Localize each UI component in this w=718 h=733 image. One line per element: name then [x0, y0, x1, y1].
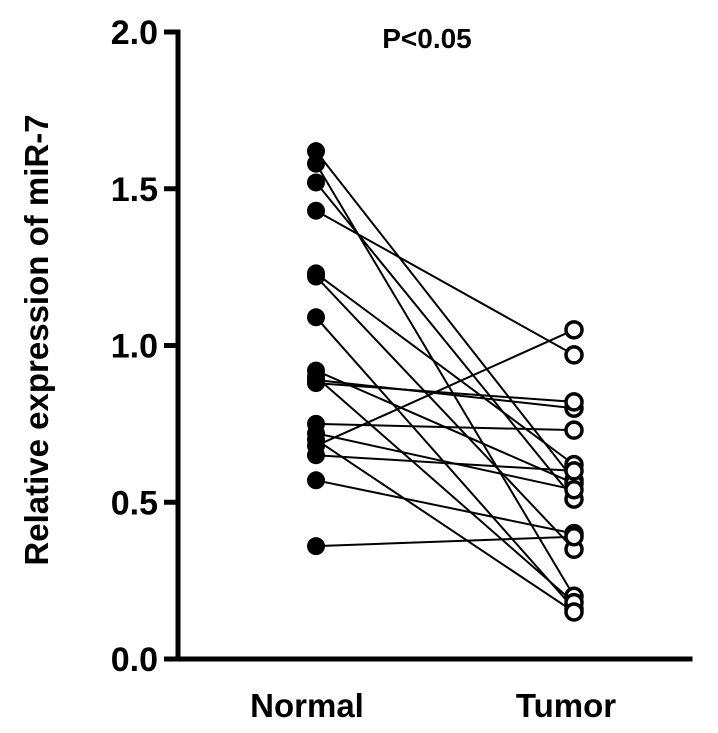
y-tick-label: 1.5 — [111, 171, 158, 209]
tumor-point — [564, 345, 584, 365]
data-points — [307, 142, 584, 622]
pair-lines — [315, 150, 575, 613]
pair-line — [315, 328, 575, 447]
tumor-point — [564, 320, 584, 340]
pair-line — [315, 535, 575, 548]
labels: P<0.05 Normal Tumor Relative expression … — [18, 23, 616, 724]
normal-point — [307, 374, 325, 393]
category-label-normal: Normal — [250, 687, 364, 724]
normal-point — [307, 267, 325, 286]
pair-line — [315, 432, 575, 491]
pair-line — [315, 382, 575, 403]
pair-line — [315, 479, 575, 535]
y-tick-label: 0.0 — [111, 641, 158, 679]
normal-point — [307, 142, 325, 161]
normal-point — [307, 308, 325, 327]
y-tick-label: 1.0 — [111, 328, 158, 366]
pair-line — [315, 209, 575, 356]
axes: 0.0 0.5 1.0 1.5 2.0 — [111, 14, 693, 679]
y-tick-label: 0.5 — [111, 484, 158, 522]
pair-line — [315, 422, 575, 432]
category-label-tumor: Tumor — [516, 687, 616, 724]
p-value-annotation: P<0.05 — [382, 23, 472, 54]
pair-line — [315, 378, 575, 410]
pair-line — [315, 272, 575, 466]
pair-line — [315, 181, 575, 500]
tumor-point — [564, 526, 584, 547]
normal-point — [307, 471, 325, 490]
tumor-point — [564, 479, 584, 500]
pair-line — [315, 438, 575, 613]
pair-line — [315, 275, 575, 550]
tumor-point — [564, 602, 584, 622]
pair-line — [315, 376, 575, 604]
normal-point — [307, 446, 325, 465]
tumor-point — [564, 420, 584, 440]
normal-point — [307, 154, 325, 173]
y-tick-label: 2.0 — [111, 14, 158, 52]
pair-line — [315, 454, 575, 472]
y-axis-title: Relative expression of miR-7 — [18, 114, 55, 565]
tumor-point — [564, 461, 584, 481]
normal-point — [307, 173, 325, 192]
normal-point — [307, 201, 325, 220]
pair-line — [315, 150, 575, 481]
normal-point — [307, 537, 325, 556]
tumor-point — [564, 392, 584, 412]
